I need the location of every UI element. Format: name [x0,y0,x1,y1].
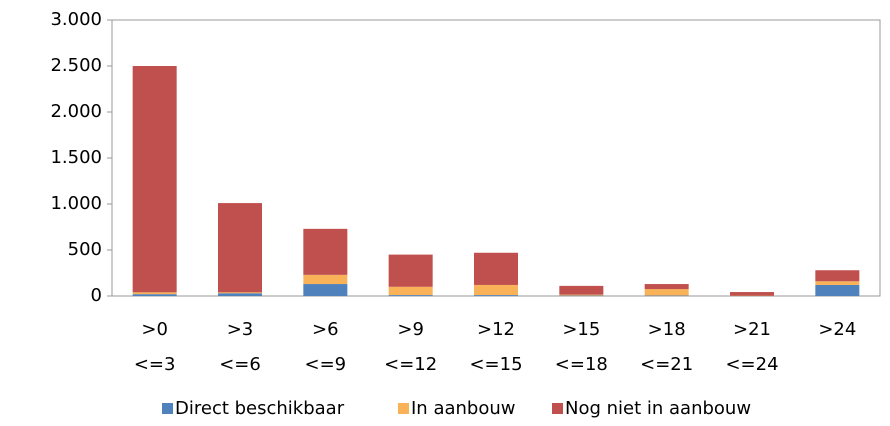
x-tick-label: >18 [648,319,686,340]
y-tick-label: 3.000 [50,9,102,30]
bar-segment [644,284,689,290]
y-tick-label: 2.500 [50,55,102,76]
legend-swatch [552,403,563,414]
bar-segment [303,228,348,275]
legend-label: Nog niet in aanbouw [565,398,751,419]
bar-segment [474,284,518,296]
bar-segment [218,292,262,294]
bar-segment [303,274,348,285]
bar-segment [559,294,604,296]
x-tick-label: <=21 [640,354,693,375]
bar-segment [815,284,860,296]
bar-segment [644,289,689,296]
bar-segment [815,270,860,282]
bar-segment [218,293,262,296]
bar-segment [388,286,433,296]
bar-segment [218,203,262,293]
bar-segment [730,292,774,296]
legend-swatch [398,403,409,414]
x-tick-label: <=3 [134,354,176,375]
x-tick-label: <=6 [219,354,261,375]
x-tick-label: >21 [733,319,771,340]
x-tick-label: >24 [818,319,856,340]
legend-label: In aanbouw [411,398,515,419]
x-tick-label: <=12 [384,354,437,375]
bar-segment [303,284,348,296]
x-tick-label: <=24 [725,354,778,375]
bar-segment [132,294,177,296]
bar-segment [132,66,177,293]
bar-segment [388,254,433,287]
x-tick-label: >3 [227,319,254,340]
bar-segment [132,292,177,295]
bar-segment [559,285,604,295]
y-tick-label: 1.500 [50,147,102,168]
x-tick-label: >9 [397,319,424,340]
x-tick-label: >6 [312,319,339,340]
x-tick-label: <=18 [555,354,608,375]
y-tick-label: 500 [68,239,102,260]
x-tick-label: >15 [562,319,600,340]
bar-segment [474,252,518,285]
x-tick-label: <=15 [469,354,522,375]
legend-label: Direct beschikbaar [175,398,345,419]
bar-segment [815,281,860,285]
bar-segment [388,295,433,296]
x-tick-label: <=9 [305,354,347,375]
y-tick-label: 2.000 [50,101,102,122]
bar-segment [474,295,518,296]
legend-swatch [162,403,173,414]
x-tick-label: >12 [477,319,515,340]
x-tick-label: >0 [141,319,168,340]
y-tick-label: 1.000 [50,193,102,214]
y-tick-label: 0 [91,285,102,306]
